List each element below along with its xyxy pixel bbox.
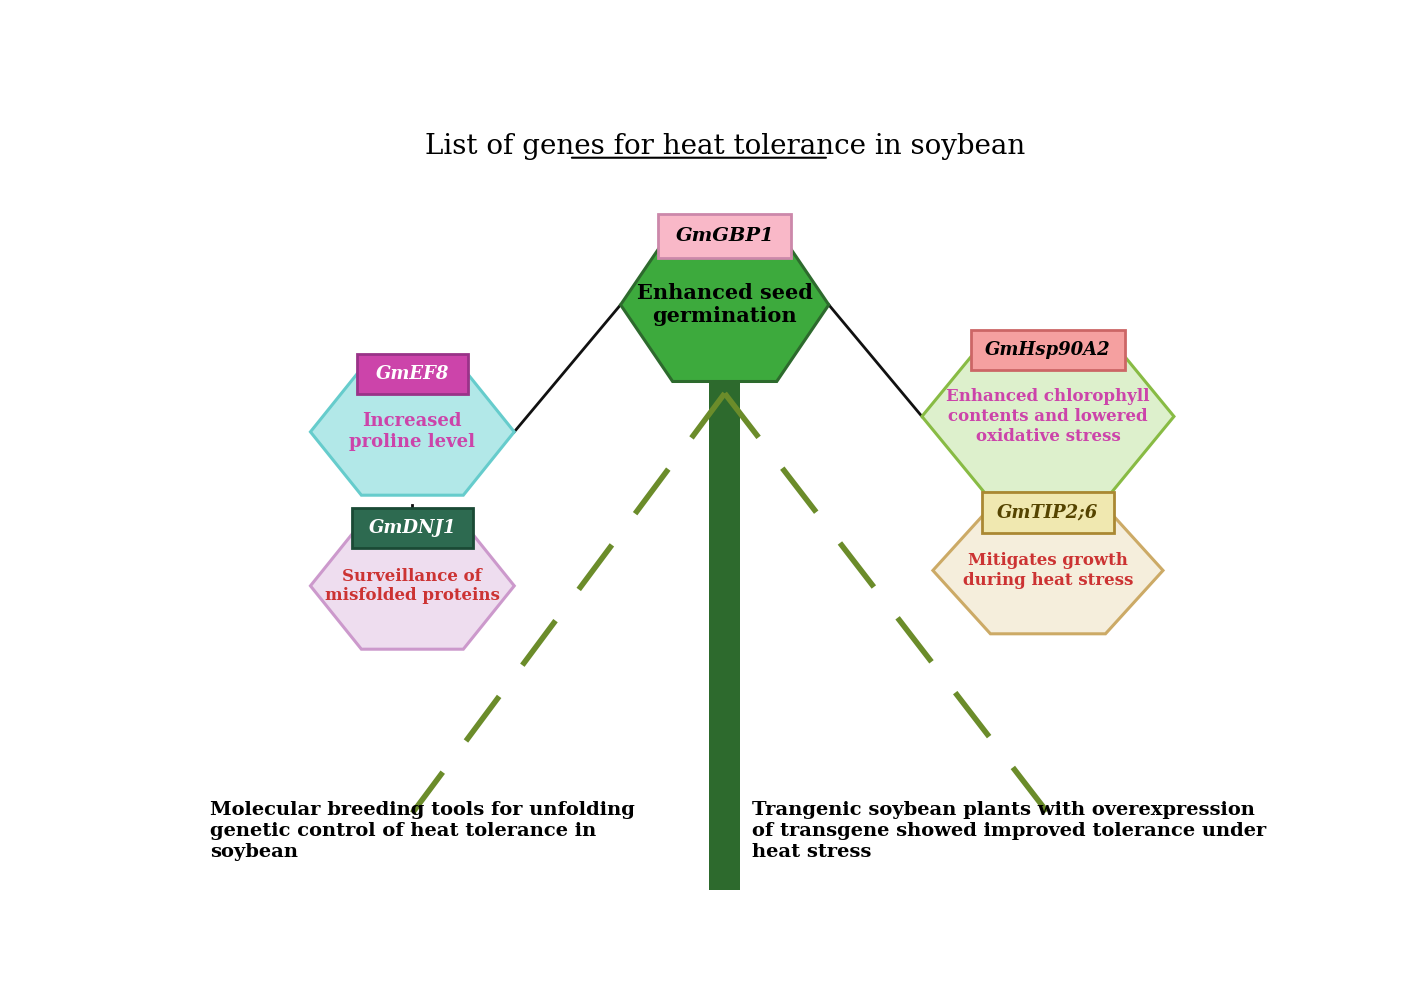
Text: Increased
proline level: Increased proline level [349,412,475,451]
Text: GmDNJ1: GmDNJ1 [369,519,457,537]
Text: GmTIP2;6: GmTIP2;6 [997,504,1099,522]
Text: Enhanced seed
germination: Enhanced seed germination [636,283,813,326]
Text: GmHsp90A2: GmHsp90A2 [986,341,1111,359]
FancyBboxPatch shape [970,330,1126,370]
Text: Trangenic soybean plants with overexpression
of transgene showed improved tolera: Trangenic soybean plants with overexpres… [752,801,1267,861]
Polygon shape [933,507,1164,634]
FancyBboxPatch shape [352,508,474,548]
FancyBboxPatch shape [356,354,468,394]
Text: List of genes for heat tolerance in soybean: List of genes for heat tolerance in soyb… [424,133,1025,160]
Polygon shape [311,523,515,649]
FancyBboxPatch shape [659,214,790,258]
Text: Molecular breeding tools for unfolding
genetic control of heat tolerance in
soyb: Molecular breeding tools for unfolding g… [209,801,635,861]
Text: GmEF8: GmEF8 [376,365,450,383]
Polygon shape [621,228,829,381]
Bar [710,228,740,890]
Text: Enhanced chlorophyll
contents and lowered
oxidative stress: Enhanced chlorophyll contents and lowere… [946,388,1150,445]
FancyBboxPatch shape [981,492,1114,533]
Text: GmGBP1: GmGBP1 [676,227,773,245]
Text: Surveillance of
misfolded proteins: Surveillance of misfolded proteins [325,568,499,604]
Polygon shape [922,340,1174,493]
Text: Mitigates growth
during heat stress: Mitigates growth during heat stress [963,552,1133,589]
Polygon shape [311,369,515,495]
